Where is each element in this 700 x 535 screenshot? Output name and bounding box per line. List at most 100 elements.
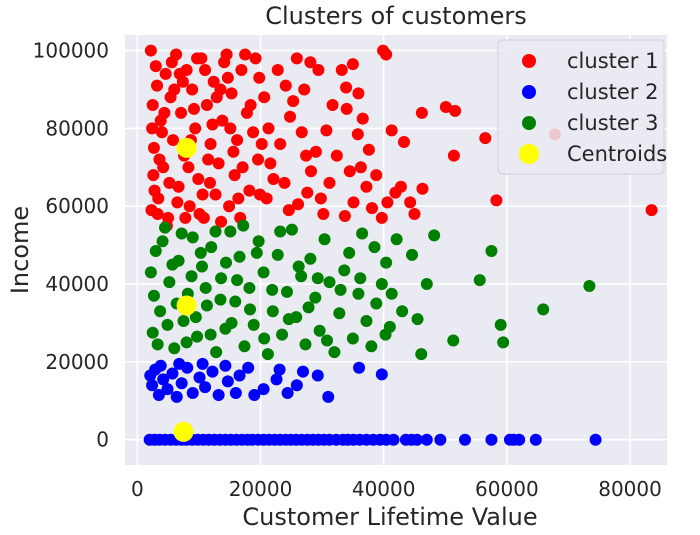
data-point [146, 379, 159, 392]
data-point [583, 279, 596, 292]
data-point [243, 281, 256, 294]
data-point [224, 122, 237, 135]
data-point [473, 274, 486, 287]
data-point [375, 211, 388, 224]
data-point [380, 48, 393, 61]
data-point [420, 278, 433, 291]
data-point [252, 153, 265, 166]
data-point [252, 433, 265, 446]
data-point [273, 363, 286, 376]
data-point [479, 132, 492, 145]
data-point [274, 225, 287, 238]
data-point [228, 169, 241, 182]
data-point [186, 231, 199, 244]
data-point [537, 303, 550, 316]
data-point [261, 348, 274, 361]
data-point [165, 56, 178, 69]
data-point [255, 137, 268, 150]
data-point [292, 260, 305, 273]
data-points [143, 44, 658, 446]
legend-label: cluster 1 [567, 49, 658, 73]
data-point [146, 99, 159, 112]
data-point [147, 289, 160, 302]
data-point [416, 182, 429, 195]
data-point [340, 102, 353, 115]
data-point [353, 361, 366, 374]
data-point [360, 315, 373, 328]
data-point [186, 83, 199, 96]
data-point [434, 433, 447, 446]
data-point [166, 367, 179, 380]
data-point [231, 274, 244, 287]
data-point [231, 134, 244, 147]
data-point [280, 285, 293, 298]
data-point [396, 305, 409, 318]
data-point [343, 165, 356, 178]
data-point [166, 258, 179, 271]
data-point [258, 91, 271, 104]
data-point [338, 209, 351, 222]
data-point [278, 176, 291, 189]
data-point [320, 124, 333, 137]
data-point [295, 270, 308, 283]
data-point [270, 373, 283, 386]
data-point [233, 250, 246, 263]
legend-marker [519, 144, 539, 164]
data-point [428, 229, 441, 242]
data-point [173, 421, 194, 442]
data-point [153, 433, 166, 446]
data-point [230, 433, 243, 446]
data-point [405, 433, 418, 446]
data-point [146, 122, 159, 135]
data-point [209, 188, 222, 201]
legend-box [497, 39, 665, 175]
data-point [206, 365, 219, 378]
data-point [379, 328, 392, 341]
data-point [305, 165, 318, 178]
data-point [173, 67, 186, 80]
data-point [333, 307, 346, 320]
data-point [408, 208, 421, 221]
data-point [290, 52, 303, 65]
data-point [157, 373, 170, 386]
data-point [149, 244, 162, 257]
y-tick-label: 60000 [45, 194, 109, 218]
data-point [168, 83, 181, 96]
data-point [171, 196, 184, 209]
data-point [346, 332, 359, 345]
data-point [458, 433, 471, 446]
data-point [212, 388, 225, 401]
data-point [176, 137, 197, 158]
data-point [279, 79, 292, 92]
data-point [356, 112, 369, 125]
data-point [144, 44, 157, 57]
data-point [281, 387, 294, 400]
x-tick-label: 60000 [475, 477, 539, 501]
data-point [172, 180, 185, 193]
data-point [330, 433, 343, 446]
data-point [266, 305, 279, 318]
data-point [415, 106, 428, 119]
data-point [490, 194, 503, 207]
data-point [229, 295, 242, 308]
data-point [494, 318, 507, 331]
data-point [196, 357, 209, 370]
data-point [312, 64, 325, 77]
data-point [347, 196, 360, 209]
data-point [323, 276, 336, 289]
data-point [195, 260, 208, 273]
data-point [375, 278, 388, 291]
data-point [185, 270, 198, 283]
data-point [398, 136, 411, 149]
data-point [187, 102, 200, 115]
data-point [219, 359, 232, 372]
data-point [143, 433, 156, 446]
data-point [176, 295, 197, 316]
data-point [258, 332, 271, 345]
data-point [221, 375, 234, 388]
data-point [368, 241, 381, 254]
data-point [175, 106, 188, 119]
data-point [447, 149, 460, 162]
data-point [216, 114, 229, 127]
